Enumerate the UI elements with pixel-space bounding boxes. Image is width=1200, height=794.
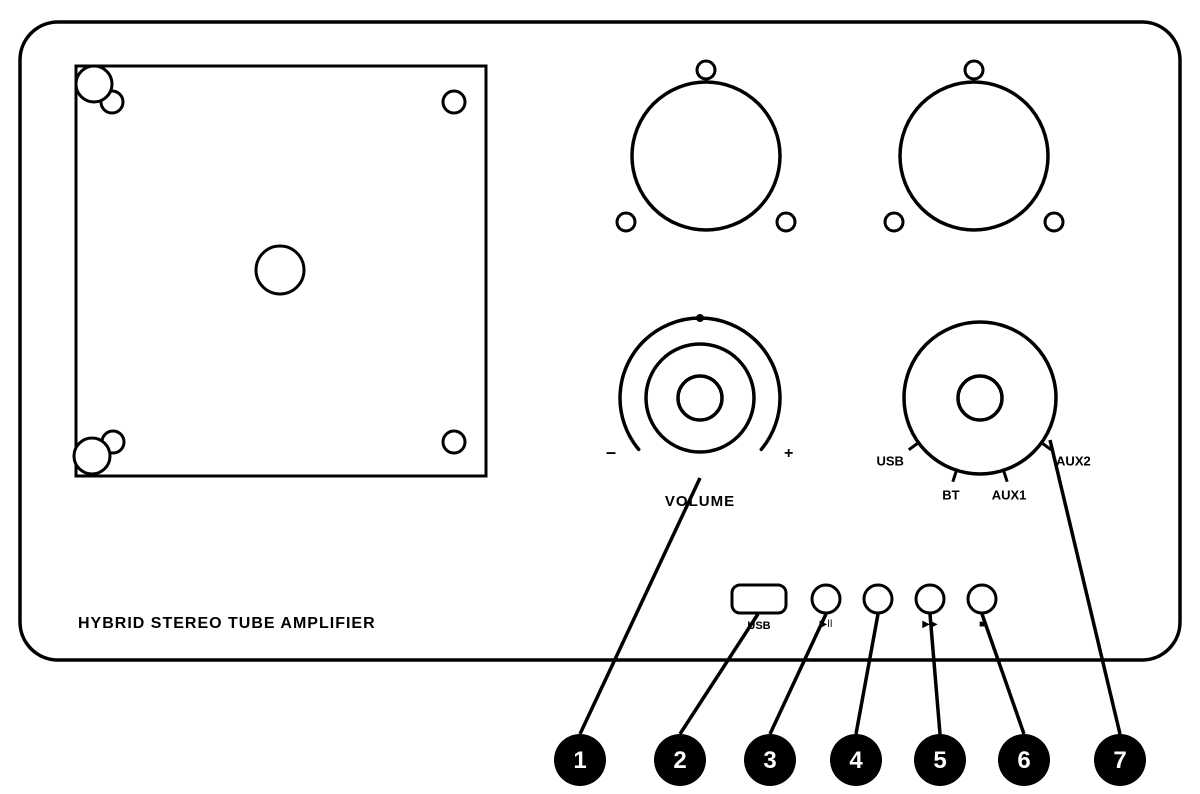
- usb-port[interactable]: [732, 585, 786, 613]
- volume-knob-center: [678, 376, 722, 420]
- selector-knob[interactable]: [904, 322, 1056, 474]
- callout-line: [856, 614, 878, 734]
- callout-line: [680, 614, 758, 734]
- volume-indicator-dot: [696, 314, 704, 322]
- selector-tick-label: USB: [876, 453, 903, 468]
- callout-line: [770, 614, 826, 734]
- screw-hole-icon: [443, 431, 465, 453]
- product-label: HYBRID STEREO TUBE AMPLIFIER: [78, 615, 376, 632]
- panel-outline: [20, 22, 1180, 660]
- screw-hole-icon: [443, 91, 465, 113]
- screw-hole-icon: [617, 213, 635, 231]
- callout-number: 1: [573, 747, 586, 774]
- screw-hole-icon: [777, 213, 795, 231]
- callout-line: [982, 614, 1024, 734]
- callout-number: 6: [1017, 747, 1030, 774]
- volume-knob[interactable]: [646, 344, 754, 452]
- transformer-block: [76, 66, 486, 476]
- volume-minus-label: –: [606, 442, 616, 462]
- screw-hole-icon: [885, 213, 903, 231]
- media-button[interactable]: [916, 585, 944, 613]
- selector-tick: [953, 470, 957, 481]
- media-button[interactable]: [812, 585, 840, 613]
- media-button[interactable]: [968, 585, 996, 613]
- volume-label: VOLUME: [665, 493, 735, 510]
- callout-number: 7: [1113, 747, 1126, 774]
- tube-socket: [900, 82, 1048, 230]
- amplifier-diagram: – + VOLUME USB BT AUX1 AUX2 HYBRID STEREO TUBE …: [0, 0, 1200, 794]
- center-hole-icon: [256, 246, 304, 294]
- screw-hole-icon: [697, 61, 715, 79]
- selector-tick-label: BT: [942, 487, 959, 502]
- tube-socket: [632, 82, 780, 230]
- selector-tick: [1003, 470, 1007, 481]
- volume-plus-label: +: [784, 445, 793, 462]
- callout-line: [580, 478, 700, 734]
- callout-number: 2: [673, 747, 686, 774]
- screw-hole-icon: [76, 66, 112, 102]
- media-button[interactable]: [864, 585, 892, 613]
- selector-tick: [909, 443, 919, 450]
- selector-tick-label: AUX2: [1056, 453, 1091, 468]
- volume-arc: [620, 318, 780, 449]
- selector-knob-center: [958, 376, 1002, 420]
- callout-line: [930, 614, 940, 734]
- selector-tick-label: AUX1: [992, 487, 1027, 502]
- callout-number: 3: [763, 747, 776, 774]
- screw-hole-icon: [965, 61, 983, 79]
- callout-line: [1050, 440, 1120, 734]
- callout-number: 5: [933, 747, 946, 774]
- screw-hole-icon: [74, 438, 110, 474]
- callout-number: 4: [849, 747, 863, 774]
- screw-hole-icon: [1045, 213, 1063, 231]
